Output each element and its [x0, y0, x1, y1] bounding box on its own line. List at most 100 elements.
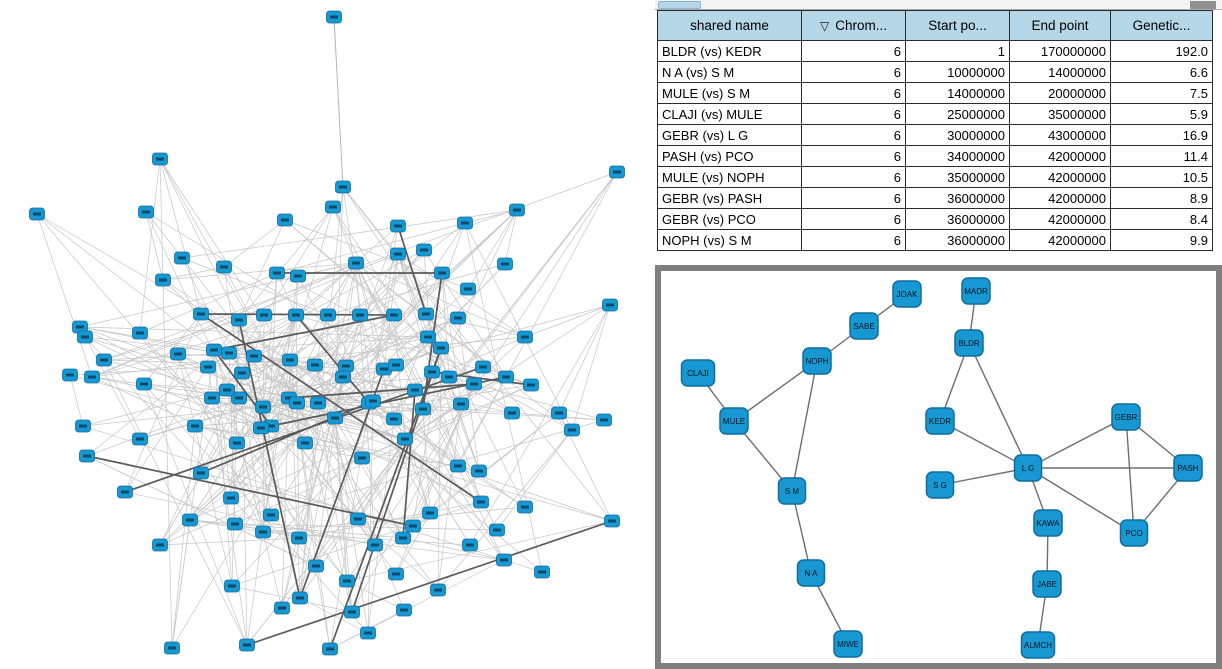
- subnetwork-node-JOAK[interactable]: JOAK: [892, 280, 922, 308]
- network-node[interactable]: [79, 449, 95, 463]
- network-node[interactable]: [433, 341, 449, 355]
- column-header-shared-name[interactable]: shared name: [657, 10, 802, 41]
- network-node[interactable]: [253, 421, 269, 435]
- network-node[interactable]: [434, 266, 450, 280]
- network-node[interactable]: [72, 320, 88, 334]
- cell-value[interactable]: 20000000: [1009, 82, 1111, 104]
- subnetwork-node-SM[interactable]: S M: [777, 477, 807, 505]
- subnetwork-node-LG[interactable]: L G: [1013, 454, 1043, 482]
- network-node[interactable]: [517, 500, 533, 514]
- network-node[interactable]: [182, 513, 198, 527]
- cell-value[interactable]: 35000000: [1009, 103, 1111, 125]
- network-node[interactable]: [204, 391, 220, 405]
- subnetwork-canvas[interactable]: JOAK MADR SABE BLDR NOPH CLAJI GEBR MULE KEDR L G…: [661, 271, 1216, 663]
- network-node[interactable]: [430, 583, 446, 597]
- cell-value[interactable]: 8.4: [1110, 208, 1213, 230]
- network-node[interactable]: [344, 605, 360, 619]
- network-node[interactable]: [471, 464, 487, 478]
- cell-value[interactable]: 9.9: [1110, 229, 1213, 251]
- network-node[interactable]: [386, 412, 402, 426]
- network-node[interactable]: [360, 626, 376, 640]
- subnetwork-edge-LG-GEBR[interactable]: [1027, 416, 1127, 469]
- network-node[interactable]: [504, 406, 520, 420]
- cell-shared-name[interactable]: GEBR (vs) PCO: [657, 208, 802, 230]
- network-node[interactable]: [496, 553, 512, 567]
- cell-value[interactable]: 5.9: [1110, 103, 1213, 125]
- network-node[interactable]: [523, 378, 539, 392]
- cell-value[interactable]: 170000000: [1009, 40, 1111, 62]
- cell-value[interactable]: 43000000: [1009, 124, 1111, 146]
- network-node[interactable]: [164, 641, 180, 655]
- network-node[interactable]: [422, 506, 438, 520]
- network-node[interactable]: [274, 601, 290, 615]
- cell-value[interactable]: 6: [801, 124, 906, 146]
- cell-value[interactable]: 35000000: [905, 166, 1010, 188]
- network-node[interactable]: [335, 180, 351, 194]
- network-node[interactable]: [350, 512, 366, 526]
- subnetwork-node-GEBR[interactable]: GEBR: [1111, 403, 1141, 431]
- table-row[interactable]: CLAJI (vs) MULE 6 25000000 35000000 5.9: [657, 103, 1213, 125]
- network-node[interactable]: [460, 282, 476, 296]
- network-node[interactable]: [551, 406, 567, 420]
- network-node[interactable]: [216, 260, 232, 274]
- network-node[interactable]: [596, 413, 612, 427]
- cell-value[interactable]: 36000000: [905, 208, 1010, 230]
- network-node[interactable]: [405, 519, 421, 533]
- network-node[interactable]: [227, 517, 243, 531]
- network-node[interactable]: [339, 574, 355, 588]
- table-scrollbar[interactable]: [655, 0, 1222, 10]
- cell-shared-name[interactable]: PASH (vs) PCO: [657, 145, 802, 167]
- network-node[interactable]: [136, 377, 152, 391]
- network-node[interactable]: [348, 256, 364, 270]
- network-node[interactable]: [239, 638, 255, 652]
- network-node[interactable]: [117, 485, 133, 499]
- network-node[interactable]: [395, 531, 411, 545]
- network-node[interactable]: [219, 383, 235, 397]
- column-header-start-po---[interactable]: Start po...: [905, 10, 1010, 41]
- cell-value[interactable]: 10000000: [905, 61, 1010, 83]
- network-node[interactable]: [96, 353, 112, 367]
- cell-shared-name[interactable]: CLAJI (vs) MULE: [657, 103, 802, 125]
- table-row[interactable]: GEBR (vs) PCO 6 36000000 42000000 8.4: [657, 208, 1213, 230]
- table-row[interactable]: MULE (vs) NOPH 6 35000000 42000000 10.5: [657, 166, 1213, 188]
- network-node[interactable]: [234, 366, 250, 380]
- network-node[interactable]: [255, 400, 271, 414]
- subnetwork-node-KEDR[interactable]: KEDR: [925, 407, 955, 435]
- network-node[interactable]: [132, 326, 148, 340]
- network-node[interactable]: [509, 203, 525, 217]
- cell-value[interactable]: 6: [801, 145, 906, 167]
- cell-value[interactable]: 34000000: [905, 145, 1010, 167]
- network-node[interactable]: [138, 205, 154, 219]
- network-node[interactable]: [231, 313, 247, 327]
- subnetwork-node-SABE[interactable]: SABE: [849, 312, 879, 340]
- table-row[interactable]: NOPH (vs) S M 6 36000000 42000000 9.9: [657, 229, 1213, 251]
- network-node[interactable]: [602, 298, 618, 312]
- cell-shared-name[interactable]: GEBR (vs) L G: [657, 124, 802, 146]
- network-node[interactable]: [308, 559, 324, 573]
- network-node[interactable]: [320, 308, 336, 322]
- network-node[interactable]: [396, 603, 412, 617]
- cell-value[interactable]: 42000000: [1009, 145, 1111, 167]
- network-node[interactable]: [457, 216, 473, 230]
- subnetwork-node-PASH[interactable]: PASH: [1173, 454, 1203, 482]
- table-row[interactable]: N A (vs) S M 6 10000000 14000000 6.6: [657, 61, 1213, 83]
- network-node[interactable]: [534, 565, 550, 579]
- main-network-canvas[interactable]: [0, 0, 655, 669]
- subnetwork-edge-GEBR-PCO[interactable]: [1125, 416, 1135, 534]
- network-node[interactable]: [277, 213, 293, 227]
- cell-shared-name[interactable]: MULE (vs) S M: [657, 82, 802, 104]
- subnetwork-node-MIWE[interactable]: MIWE: [833, 630, 863, 658]
- network-node[interactable]: [388, 567, 404, 581]
- network-node[interactable]: [352, 308, 368, 322]
- subnetwork-edge-BLDR-LG[interactable]: [968, 342, 1029, 469]
- network-node[interactable]: [174, 251, 190, 265]
- subnetwork-node-MULE[interactable]: MULE: [719, 407, 749, 435]
- network-node[interactable]: [288, 308, 304, 322]
- cell-value[interactable]: 1: [905, 40, 1010, 62]
- network-node[interactable]: [388, 358, 404, 372]
- cell-value[interactable]: 11.4: [1110, 145, 1213, 167]
- network-node[interactable]: [365, 394, 381, 408]
- cell-value[interactable]: 6: [801, 82, 906, 104]
- table-row[interactable]: GEBR (vs) L G 6 30000000 43000000 16.9: [657, 124, 1213, 146]
- network-node[interactable]: [462, 538, 478, 552]
